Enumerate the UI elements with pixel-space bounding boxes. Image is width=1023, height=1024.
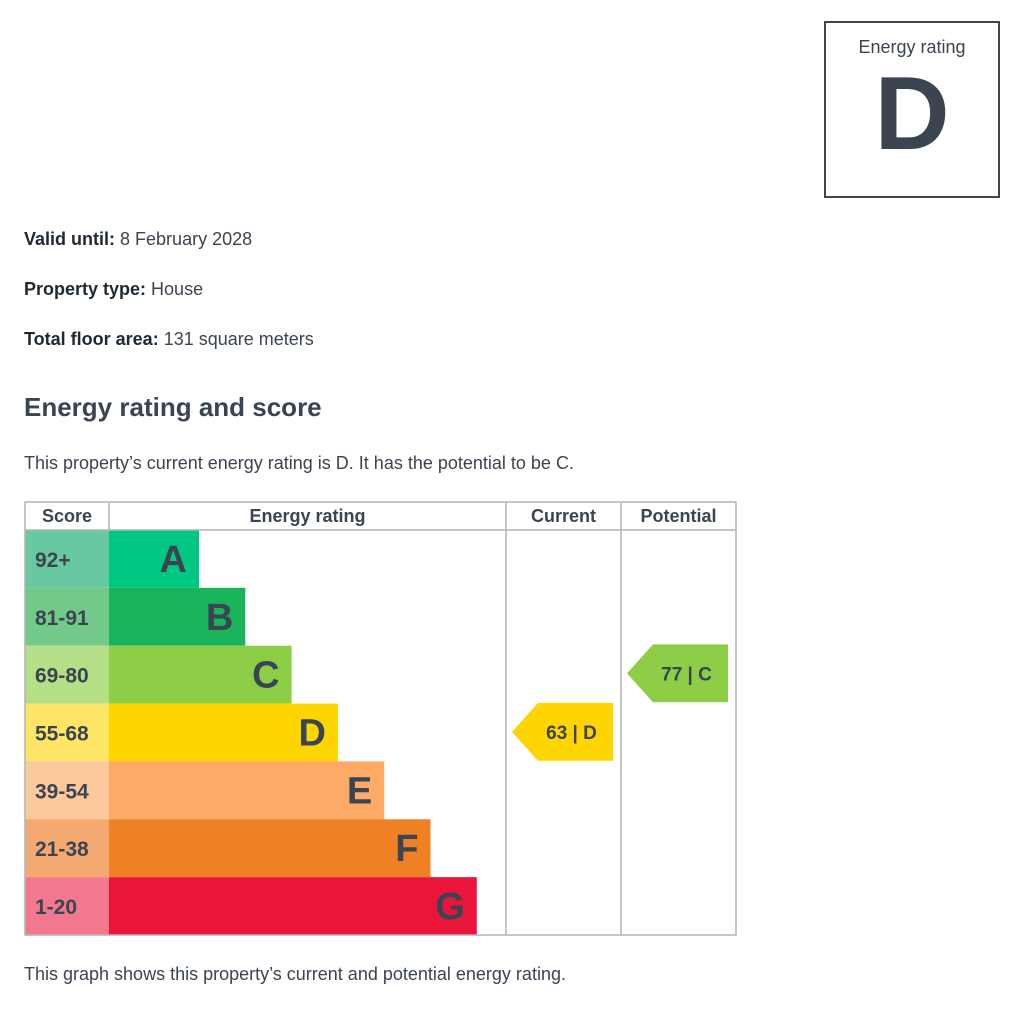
- potential-header: Potential: [640, 506, 716, 526]
- score-range-label: 39-54: [35, 780, 89, 803]
- rating-letter-label: A: [160, 539, 187, 581]
- rating-bar-e: [109, 761, 385, 820]
- score-cell-b: [25, 587, 109, 646]
- energy-rating-badge: Energy rating D: [824, 21, 1000, 198]
- score-cell-a: [25, 530, 109, 588]
- energy-rating-header: Energy rating: [249, 506, 365, 526]
- rating-bar-c: [109, 645, 292, 704]
- rating-bar-f: [109, 819, 431, 878]
- chart-caption: This graph shows this property’s current…: [24, 964, 566, 984]
- potential-rating-arrow: [627, 644, 728, 703]
- rating-letter-label: C: [252, 655, 279, 697]
- intro-text: This property’s current energy rating is…: [24, 453, 574, 473]
- score-cell-e: [25, 761, 109, 820]
- rating-letter-label: G: [435, 886, 465, 928]
- score-cell-f: [25, 819, 109, 878]
- rating-bar-b: [109, 587, 246, 646]
- rating-letter-label: F: [395, 828, 418, 870]
- rating-letter-label: E: [347, 770, 372, 812]
- score-cell-d: [25, 703, 109, 762]
- score-range-label: 92+: [35, 549, 71, 572]
- rating-bar-a: [109, 530, 199, 588]
- energy-rating-badge-letter: D: [874, 56, 950, 172]
- property-type-row: Property type: House: [24, 279, 203, 300]
- score-header: Score: [42, 506, 92, 526]
- score-range-label: 69-80: [35, 665, 89, 688]
- current-header: Current: [531, 506, 596, 526]
- valid-until-value: 8 February 2028: [120, 229, 253, 249]
- potential-rating-label: 77 | C: [661, 664, 712, 685]
- floor-area-row: Total floor area: 131 square meters: [24, 329, 314, 350]
- property-type-label: Property type:: [24, 279, 147, 299]
- property-type-value: House: [151, 279, 204, 299]
- floor-area-label: Total floor area:: [24, 329, 159, 349]
- energy-rating-badge-label: Energy rating: [858, 37, 966, 57]
- energy-rating-chart: Score Energy rating Current Potential 92+ A 81…: [24, 501, 737, 936]
- rating-bar-d: [109, 703, 338, 762]
- rating-letter-label: D: [298, 713, 325, 755]
- current-rating-arrow: [512, 702, 613, 761]
- section-heading: Energy rating and score: [24, 392, 322, 422]
- score-range-label: 21-38: [35, 838, 89, 861]
- score-range-label: 1-20: [35, 896, 77, 919]
- rating-letter-label: B: [206, 597, 233, 639]
- floor-area-value: 131 square meters: [163, 329, 314, 349]
- score-cell-c: [25, 645, 109, 704]
- current-rating-label: 63 | D: [546, 723, 597, 744]
- valid-until-label: Valid until:: [24, 229, 116, 249]
- chart-border: [24, 501, 737, 936]
- valid-until-row: Valid until: 8 February 2028: [24, 229, 252, 250]
- score-cell-g: [25, 877, 109, 935]
- score-range-label: 81-91: [35, 607, 89, 630]
- rating-bar-g: [109, 877, 477, 935]
- score-range-label: 55-68: [35, 723, 89, 746]
